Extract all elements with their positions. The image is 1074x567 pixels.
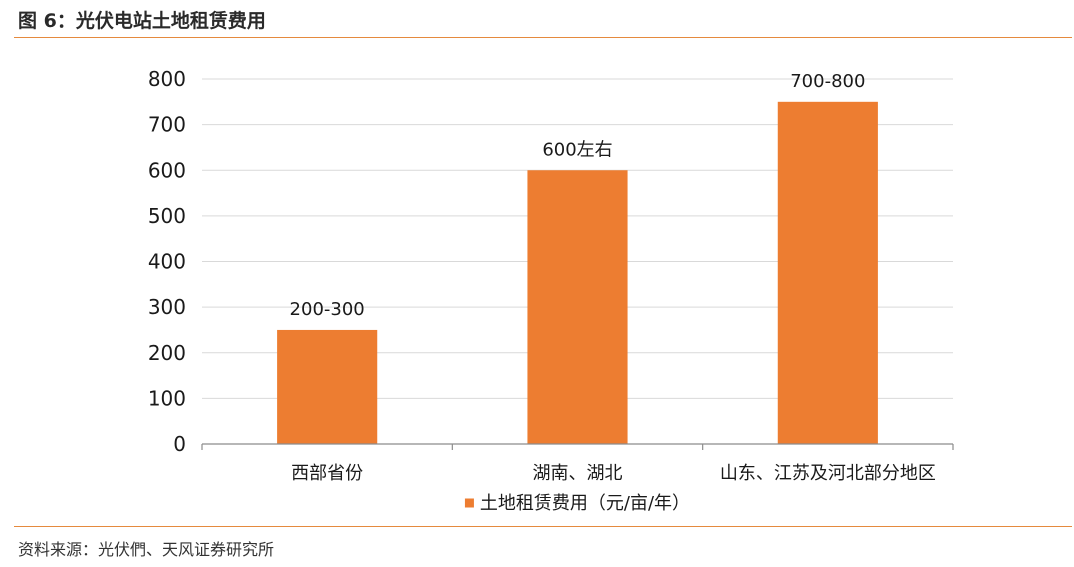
data-label: 700-800: [790, 71, 865, 92]
y-tick-label: 800: [148, 67, 186, 91]
figure-source: 资料来源：光伏們、天风证券研究所: [18, 540, 275, 559]
y-tick-label: 700: [148, 113, 186, 137]
y-axis-tick-labels: 0 100 200 300 400 500 600 700 800: [148, 67, 186, 456]
x-tick-label: 山东、江苏及河北部分地区: [720, 463, 936, 484]
y-tick-label: 300: [148, 295, 186, 319]
x-axis-tick-labels: 西部省份 湖南、湖北 山东、江苏及河北部分地区: [291, 463, 936, 484]
bar: [777, 101, 878, 444]
y-tick-label: 600: [148, 158, 186, 182]
data-label: 200-300: [290, 299, 365, 320]
y-tick-label: 200: [148, 341, 186, 365]
x-tick-label: 湖南、湖北: [533, 463, 623, 484]
bar: [527, 170, 628, 444]
y-tick-label: 500: [148, 204, 186, 228]
data-labels: 200-300 600左右 700-800: [290, 71, 866, 320]
title-divider: [14, 37, 1072, 38]
y-tick-label: 100: [148, 386, 186, 410]
figure-title: 图 6：光伏电站土地租赁费用: [18, 10, 266, 32]
y-tick-label: 400: [148, 250, 186, 274]
bar: [277, 329, 378, 444]
y-tick-label: 0: [173, 432, 186, 456]
source-divider: [14, 526, 1072, 527]
legend-swatch: [464, 498, 474, 508]
x-axis: [201, 443, 954, 450]
x-tick-label: 西部省份: [291, 463, 363, 484]
legend-label: 土地租赁费用（元/亩/年）: [480, 493, 690, 514]
legend: 土地租赁费用（元/亩/年）: [464, 493, 690, 514]
bars: [277, 101, 878, 444]
data-label: 600左右: [542, 139, 612, 160]
